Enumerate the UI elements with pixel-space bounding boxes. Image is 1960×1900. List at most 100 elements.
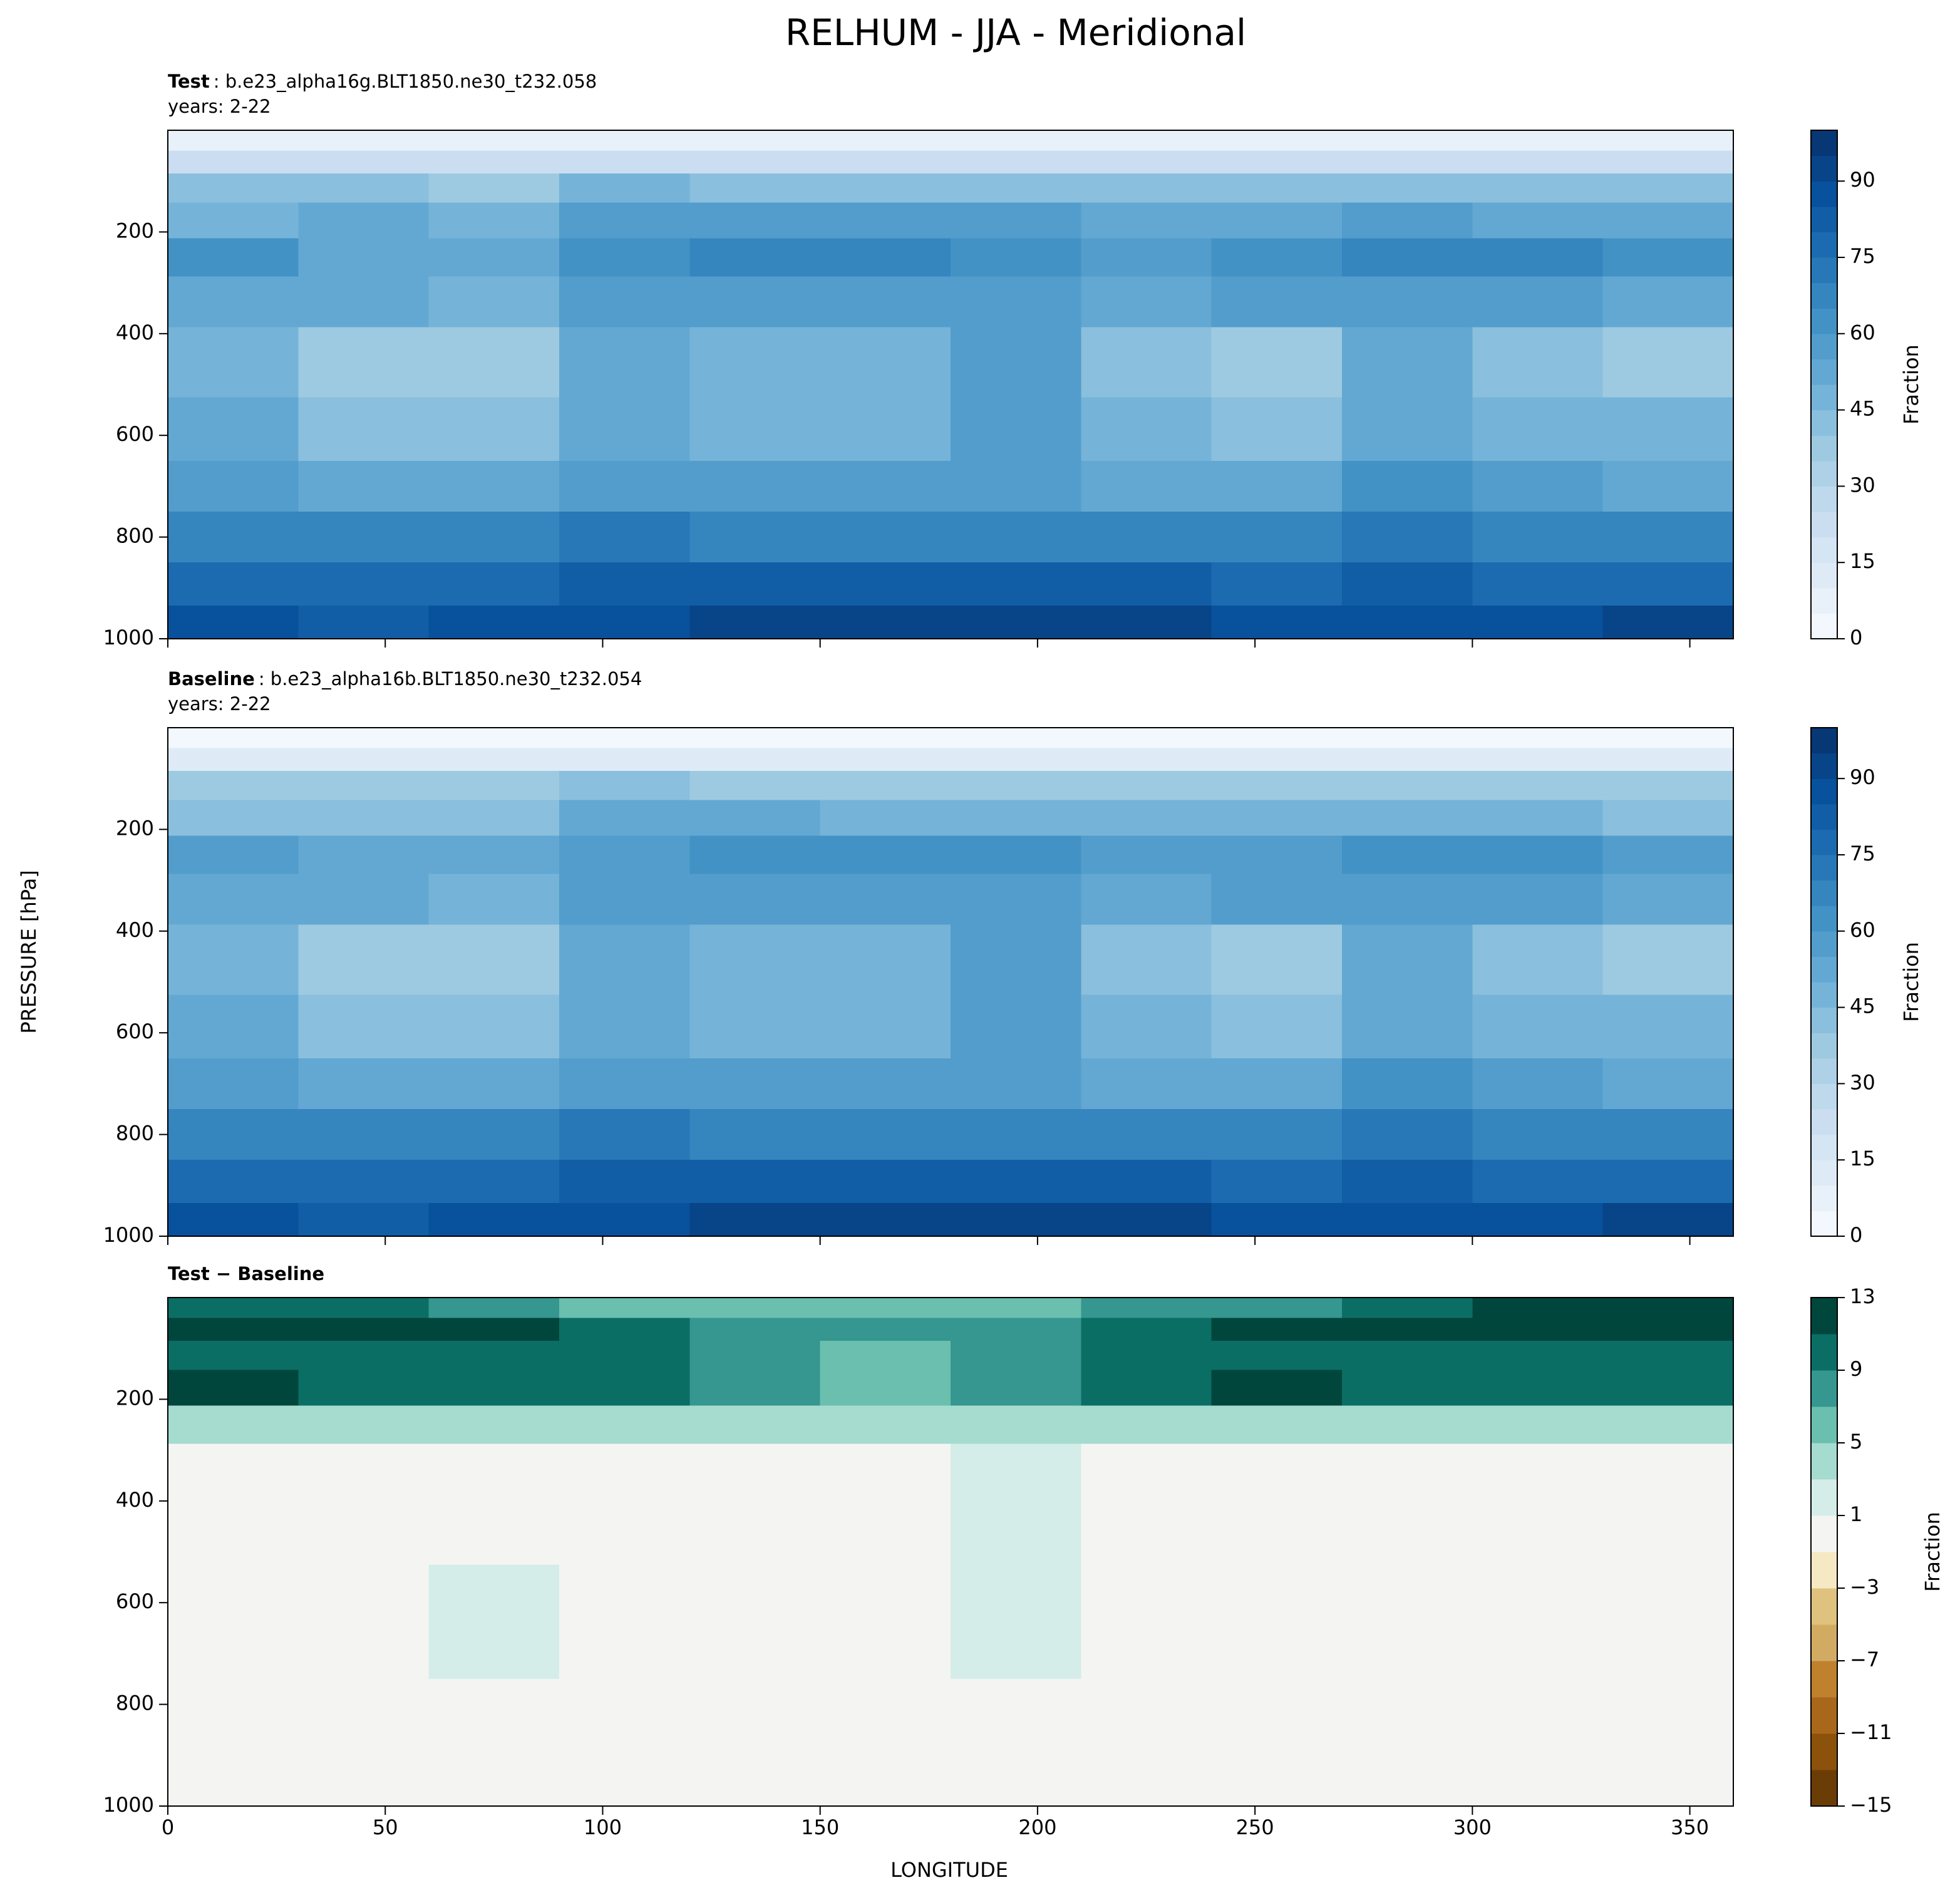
contour-cell xyxy=(1342,924,1473,995)
y-tick-label: 400 xyxy=(116,321,154,344)
contour-cell xyxy=(1472,924,1604,995)
contour-cell xyxy=(689,1730,821,1774)
contour-cell xyxy=(168,397,299,462)
contour-cell xyxy=(428,1773,560,1807)
contour-cell xyxy=(1472,1564,1604,1629)
x-tick-label: 100 xyxy=(584,1815,622,1839)
contour-cell xyxy=(298,397,430,462)
contour-cell xyxy=(1602,606,1734,639)
contour-cell xyxy=(168,150,299,174)
contour-cell xyxy=(1342,835,1473,875)
contour-cell xyxy=(168,1058,299,1110)
contour-cell xyxy=(820,150,951,174)
colorbar-tick-label: 0 xyxy=(1850,1223,1862,1247)
contour-cell xyxy=(1211,512,1343,563)
contour-cell xyxy=(689,1405,821,1445)
colorbar-band xyxy=(1811,1370,1837,1407)
figure-title: RELHUM - JJA - Meridional xyxy=(785,11,1246,54)
contour-cell xyxy=(1081,173,1212,204)
contour-cell xyxy=(168,173,299,204)
contour-cell xyxy=(1602,748,1734,772)
contour-cell xyxy=(1081,1405,1212,1445)
contour-cell xyxy=(1472,606,1604,639)
colorbar-band xyxy=(1811,1083,1837,1110)
contour-cell xyxy=(1342,460,1473,512)
contour-cell xyxy=(559,1679,690,1730)
contour-cell xyxy=(1342,202,1473,239)
contour-cell xyxy=(1602,1443,1734,1495)
contour-cell xyxy=(1602,1679,1734,1730)
colorbar-band xyxy=(1811,435,1837,462)
colorbar-band xyxy=(1811,1334,1837,1371)
contour-cell xyxy=(1602,1203,1734,1237)
contour-cell xyxy=(168,1730,299,1774)
contour-cell xyxy=(820,924,951,995)
colorbar-tick-label: 90 xyxy=(1850,168,1875,192)
contour-cell xyxy=(559,1773,690,1807)
contour-cell xyxy=(559,1564,690,1629)
colorbar-band xyxy=(1811,232,1837,258)
contour-cell xyxy=(1602,397,1734,462)
contour-cell xyxy=(1081,460,1212,512)
contour-cell xyxy=(1081,130,1212,152)
contour-cell xyxy=(820,397,951,462)
contour-cell xyxy=(820,173,951,204)
contour-cell xyxy=(820,276,951,328)
contour-cell xyxy=(168,606,299,639)
contour-cell xyxy=(820,327,951,398)
colorbar-band xyxy=(1811,906,1837,932)
contour-cell xyxy=(168,800,299,837)
colorbar-band xyxy=(1811,1211,1837,1237)
contour-cell xyxy=(298,202,430,239)
contour-cell xyxy=(1081,606,1212,639)
contour-cell xyxy=(428,606,560,639)
contour-cell xyxy=(298,771,430,801)
colorbar-band xyxy=(1811,333,1837,359)
contour-cell xyxy=(951,150,1081,174)
y-tick-label: 400 xyxy=(116,1488,154,1512)
contour-cell xyxy=(951,1058,1081,1110)
contour-cell xyxy=(1081,1679,1212,1730)
contour-cell xyxy=(951,835,1081,875)
contour-cell xyxy=(951,748,1081,772)
contour-cell xyxy=(1342,874,1473,926)
colorbar-band xyxy=(1811,803,1837,830)
contour-cell xyxy=(559,276,690,328)
contour-cell xyxy=(1081,800,1212,837)
y-tick-label: 800 xyxy=(116,1122,154,1145)
contour-cell xyxy=(559,1628,690,1680)
contour-cell xyxy=(1602,1298,1734,1319)
x-tick-label: 150 xyxy=(801,1815,839,1839)
colorbar-tick-label: 15 xyxy=(1850,549,1875,573)
contour-cell xyxy=(298,924,430,995)
contour-cell xyxy=(428,150,560,174)
contour-cell xyxy=(820,1494,951,1565)
contour-cell xyxy=(559,173,690,204)
contour-cell xyxy=(1342,606,1473,639)
y-tick-label: 800 xyxy=(116,1691,154,1715)
contour-cell xyxy=(951,874,1081,926)
contour-cell xyxy=(1602,800,1734,837)
contour-cell xyxy=(820,1203,951,1237)
contour-cell xyxy=(1081,397,1212,462)
contour-cell xyxy=(1342,800,1473,837)
contour-cell xyxy=(1081,1494,1212,1565)
contour-cell xyxy=(1081,1370,1212,1407)
contour-cell xyxy=(168,924,299,995)
contour-cell xyxy=(1211,130,1343,152)
contour-cell xyxy=(689,1058,821,1110)
contour-cell xyxy=(1472,130,1604,152)
colorbar-band xyxy=(1811,1588,1837,1625)
contour-cell xyxy=(1472,173,1604,204)
colorbar-band xyxy=(1811,1134,1837,1160)
contour-cell xyxy=(1472,1109,1604,1160)
contour-cell xyxy=(1211,1773,1343,1807)
contour-cell xyxy=(1472,1370,1604,1407)
contour-cell xyxy=(689,994,821,1059)
contour-cell xyxy=(1602,1730,1734,1774)
panel-title: Test: b.e23_alpha16g.BLT1850.ne30_t232.0… xyxy=(168,71,597,92)
contour-cell xyxy=(559,1341,690,1371)
contour-cell xyxy=(689,748,821,772)
y-tick-label: 600 xyxy=(116,422,154,446)
